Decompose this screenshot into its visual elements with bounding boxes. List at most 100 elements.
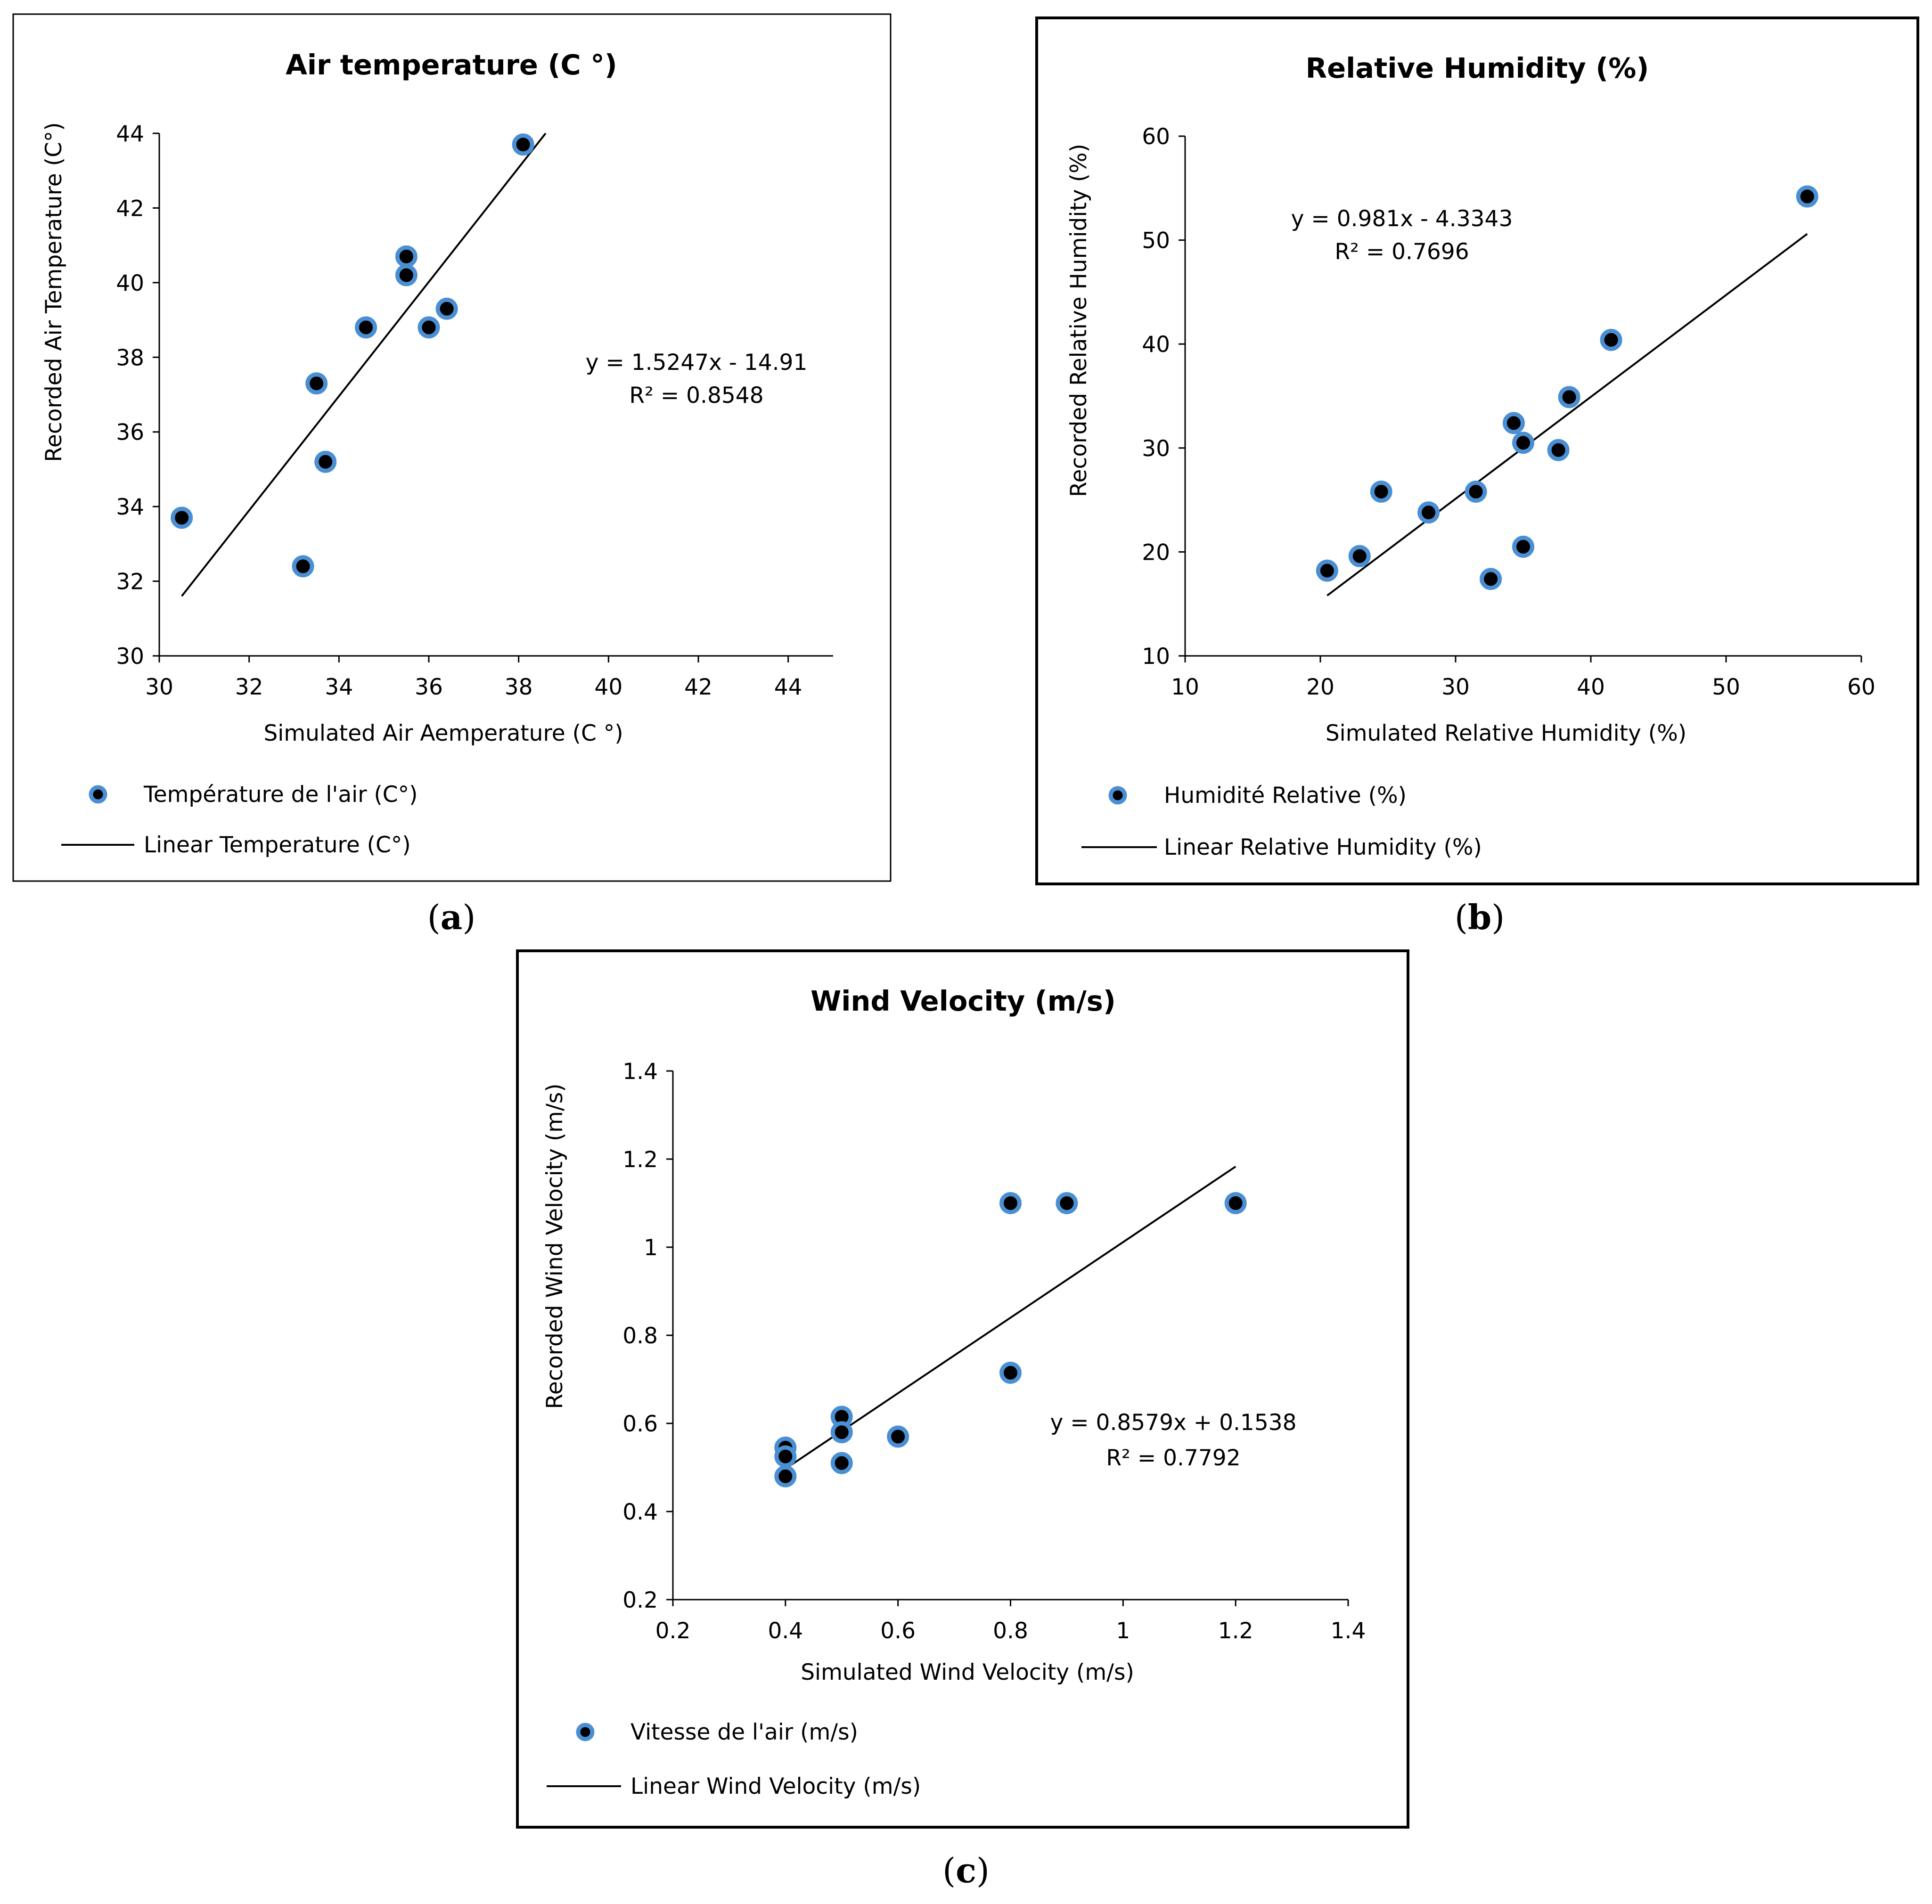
panel-c-frame [516,949,1409,1829]
panel-b-data-point [1348,545,1371,567]
panel-c-xlabel: Simulated Wind Velocity (m/s) [801,1659,1134,1685]
panel-a-y-tick-label: 30 [116,644,144,670]
panel-b-x-tick-label: 40 [1577,674,1605,700]
panel-b-data-point [1512,432,1534,454]
panel-c-x-tick-label: 0.2 [655,1618,691,1644]
panel-c-y-tick-label: 0.4 [622,1499,658,1525]
panel-c-x-tick-label: 0.8 [993,1618,1028,1644]
panel-c-x-tick-label: 0.6 [880,1618,916,1644]
panel-c-legend-marker [576,1723,595,1741]
panel-c-x-tick-label: 1.4 [1331,1618,1366,1644]
panel-a-x-tick-label: 32 [235,674,263,700]
panel-a-equation: y = 1.5247x - 14.91 [586,350,808,376]
panel-c-y-tick-label: 0.2 [622,1587,658,1613]
panel-a-data-point [395,264,418,286]
panel-b-y-tick-label: 60 [1142,124,1170,150]
panel-b-x-tick-label: 60 [1847,674,1875,700]
panel-b-data-point [1480,568,1502,590]
panel-a-x-tick-label: 40 [594,674,622,700]
panel-a-x-tick-label: 44 [774,674,802,700]
panel-c-y-tick-label: 1 [644,1235,658,1261]
panel-c-y-tick-label: 1.2 [622,1147,658,1173]
panel-b-data-point [1547,439,1570,461]
panel-b-equation: y = 0.981x - 4.3343 [1291,206,1513,232]
panel-a-y-tick-label: 38 [116,345,144,371]
panel-c-legend: Vitesse de l'air (m/s) Linear Wind Veloc… [547,1719,921,1799]
panel-a-x-tick-label: 38 [505,674,533,700]
panel-c-legend-points: Vitesse de l'air (m/s) [630,1719,858,1745]
panel-a-x-tick-label: 34 [325,674,353,700]
panel-a-legend: Température de l'air (C°) Linear Tempera… [61,782,418,858]
panel-a-title: Air temperature (C °) [286,49,617,81]
panel-b-title: Relative Humidity (%) [1306,52,1649,84]
panel-a-data-point [435,297,458,320]
panel-a-data-point [418,316,440,339]
panel-c-data-point [774,1445,797,1468]
panel-b-data-point [1512,535,1534,558]
panel-b-data-point [1370,480,1392,503]
panel-c-title: Wind Velocity (m/s) [810,985,1116,1017]
panel-c-ylabel: Recorded Wind Velocity (m/s) [542,1083,568,1409]
panel-a-frame [12,13,892,882]
panel-a-ylabel: Recorded Air Temperature (C°) [41,122,67,462]
panel-b-x-tick-label: 10 [1171,674,1199,700]
panel-a-data-point [171,507,193,529]
panel-b-r2: R² = 0.7696 [1334,239,1469,265]
panel-b-legend-fit: Linear Relative Humidity (%) [1164,834,1482,860]
panel-a-data-point [512,133,534,156]
panel-b-data-point [1316,559,1338,582]
panel-a-caption: (a) [427,897,476,937]
panel-c-r2: R² = 0.7792 [1106,1445,1240,1471]
panel-b-trendline [1326,233,1808,597]
panel-a-plot: 30 32 34 36 38 40 42 44 30 32 34 36 38 40 42 44 [116,121,833,700]
panel-b-data-point [1465,480,1487,503]
panel-c-data-point [999,1361,1022,1384]
panel-a-caption-letter: a [441,897,463,937]
panel-b-plot: 10 20 30 40 50 60 10 20 30 40 50 60 [1142,124,1875,700]
panel-a-y-tick-label: 40 [116,270,144,296]
panel-a-x-tick-label: 36 [415,674,443,700]
panel-c-y-tick-label: 1.4 [622,1059,658,1085]
panel-c-y-tick-label: 0.8 [622,1323,658,1349]
panel-c-data-point [999,1192,1022,1214]
panel-c-y-tick-label: 0.6 [622,1411,658,1437]
panel-b-data-point [1600,328,1622,351]
panel-c-x-tick-label: 1.2 [1218,1618,1253,1644]
panel-a-x-tick-label: 30 [145,674,173,700]
panel-a: Air temperature (C °) Recorded Air Tempe… [12,13,892,882]
panel-b-y-tick-label: 10 [1142,644,1170,670]
panel-a-data-point [314,450,337,473]
panel-a-legend-marker [89,785,107,804]
panel-a-legend-points: Température de l'air (C°) [143,782,418,808]
panel-c-equation: y = 0.8579x + 0.1538 [1050,1410,1296,1436]
panel-c-data-point [830,1452,853,1474]
panel-b-caption: (b) [1455,897,1505,937]
panel-c-data-point [774,1465,797,1487]
panel-b-xlabel: Simulated Relative Humidity (%) [1326,720,1686,746]
panel-a-y-tick-label: 32 [116,569,144,595]
panel-b-ylabel: Recorded Relative Humidity (%) [1066,144,1092,497]
panel-b-y-tick-label: 50 [1142,228,1170,254]
panel-b-x-tick-label: 20 [1306,674,1334,700]
panel-c-plot: 0.2 0.4 0.6 0.8 1 1.2 1.4 0.2 0.4 0.6 0.8 1 1.2 1.4 [622,1059,1366,1644]
panel-b-data-point [1796,185,1818,208]
panel-a-legend-fit: Linear Temperature (C°) [144,832,411,858]
panel-a-y-tick-label: 34 [116,494,144,520]
panel-b: Relative Humidity (%) Recorded Relative … [1035,16,1919,885]
panel-a-data-point [305,372,328,395]
panel-a-y-tick-label: 42 [116,196,144,221]
panel-c-trendline [785,1166,1236,1470]
panel-c-legend-fit: Linear Wind Velocity (m/s) [630,1773,921,1799]
panel-c-data-point [1224,1192,1247,1214]
panel-b-x-tick-label: 50 [1712,674,1740,700]
panel-c-caption-letter: c [956,1850,976,1890]
panel-c-caption: (c) [942,1850,990,1890]
panel-b-caption-letter: b [1468,897,1491,937]
panel-b-legend-points: Humidité Relative (%) [1164,783,1407,809]
panel-a-x-tick-label: 42 [684,674,712,700]
panel-b-x-tick-label: 30 [1441,674,1470,700]
panel-c-x-tick-label: 1 [1116,1618,1130,1644]
panel-c: Wind Velocity (m/s) Recorded Wind Veloci… [516,949,1409,1829]
panel-a-xlabel: Simulated Air Aemperature (C °) [263,720,623,746]
